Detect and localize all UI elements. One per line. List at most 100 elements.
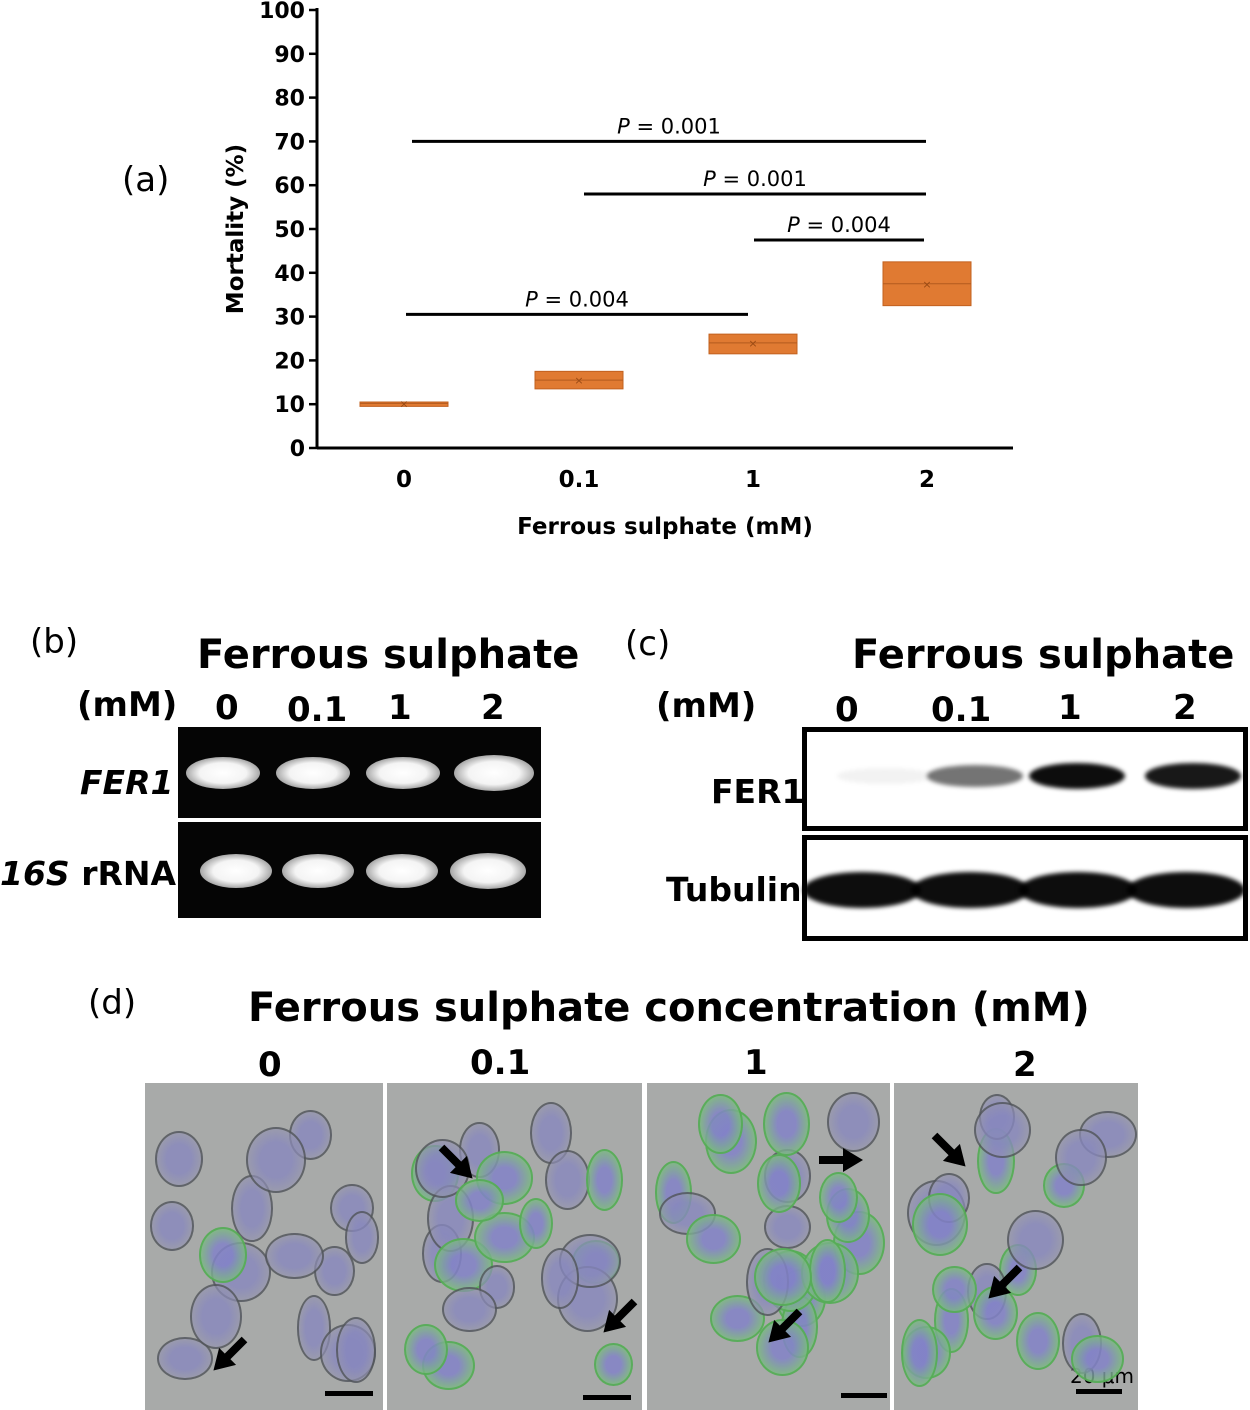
y-tick-label: 40 xyxy=(274,262,305,287)
p-value-label: P = 0.001 xyxy=(703,167,807,191)
panel-b-label: (b) xyxy=(30,622,79,662)
mean-marker: × xyxy=(748,337,757,350)
scale-bar xyxy=(841,1393,887,1398)
arrow-icon xyxy=(435,1144,479,1180)
y-tick-label: 20 xyxy=(274,349,305,374)
x-tick-label: 0.1 xyxy=(559,467,600,493)
cell xyxy=(1006,1209,1064,1270)
panel-d-title: Ferrous sulphate concentration (mM) xyxy=(248,985,1090,1031)
mean-marker: × xyxy=(574,374,583,387)
blot-row-label-fer1: FER1 xyxy=(711,772,805,811)
y-tick-label: 80 xyxy=(274,87,305,112)
gel-image-16s xyxy=(178,822,541,918)
western-blot-fer1 xyxy=(802,727,1248,831)
gel-band-fer1-1 xyxy=(276,757,350,789)
micro-label-2: 1 xyxy=(744,1043,768,1083)
box-1 xyxy=(708,333,798,355)
y-tick-label: 50 xyxy=(274,218,305,243)
p-value-label: P = 0.004 xyxy=(525,287,629,311)
x-tick-label: 2 xyxy=(919,467,935,493)
panel-c-title: Ferrous sulphate xyxy=(852,632,1235,678)
gel-band-fer1-3 xyxy=(454,755,534,791)
blot-band-fer1-1 xyxy=(927,765,1023,787)
arrow-icon xyxy=(982,1264,1026,1300)
p-value-label: P = 0.001 xyxy=(617,114,721,138)
cell xyxy=(698,1093,744,1155)
panel-b-lane-3: 2 xyxy=(481,688,505,728)
blot-band-tubulin-2 xyxy=(1019,872,1137,908)
panel-c-lane-0: 0 xyxy=(835,690,859,730)
panel-b-lane-1: 0.1 xyxy=(287,690,348,730)
cell xyxy=(686,1214,742,1264)
cell xyxy=(198,1226,248,1283)
cell xyxy=(344,1211,380,1265)
gel-band-16s-0 xyxy=(200,854,272,888)
cell xyxy=(442,1286,497,1333)
cell xyxy=(931,1265,977,1314)
cell xyxy=(231,1174,273,1242)
cell xyxy=(518,1197,553,1249)
cell xyxy=(757,1153,802,1213)
blot-band-tubulin-0 xyxy=(803,872,921,908)
y-tick-label: 70 xyxy=(274,130,305,155)
cell xyxy=(246,1127,307,1194)
blot-band-fer1-0 xyxy=(837,768,933,784)
arrow-icon xyxy=(762,1308,806,1344)
y-tick-label: 30 xyxy=(274,306,305,331)
mean-marker: × xyxy=(399,397,408,410)
cell xyxy=(912,1193,969,1256)
x-tick-label: 0 xyxy=(396,467,412,493)
cell xyxy=(454,1178,505,1222)
blot-band-fer1-3 xyxy=(1145,763,1241,789)
mean-marker: × xyxy=(922,278,931,291)
panel-c-lane-1: 0.1 xyxy=(931,690,992,730)
box-0 xyxy=(359,401,449,407)
micrograph-1mM xyxy=(647,1083,890,1410)
arrow-icon xyxy=(819,1148,863,1177)
cell xyxy=(265,1232,324,1280)
x-tick-label: 1 xyxy=(745,467,761,493)
cell xyxy=(544,1149,590,1210)
cell xyxy=(818,1171,858,1223)
cell xyxy=(1054,1128,1107,1187)
y-tick-label: 60 xyxy=(274,174,305,199)
blot-band-fer1-2 xyxy=(1029,763,1125,789)
cell xyxy=(1070,1335,1124,1383)
cell xyxy=(753,1248,812,1307)
cell xyxy=(1015,1311,1060,1371)
western-blot-tubulin xyxy=(802,835,1248,941)
gel-image-fer1 xyxy=(178,727,541,818)
cell xyxy=(155,1130,204,1187)
gel-band-16s-1 xyxy=(282,854,354,888)
cell xyxy=(900,1319,938,1387)
y-axis-label: Mortality (%) xyxy=(223,144,249,314)
y-tick-label: 100 xyxy=(259,0,305,24)
cell xyxy=(540,1248,580,1309)
panel-c-label: (c) xyxy=(625,624,671,664)
micro-label-0: 0 xyxy=(258,1045,282,1085)
panel-b-lane-0: 0 xyxy=(215,688,239,728)
scale-bar xyxy=(325,1391,373,1396)
mortality-chart: 0 10 20 30 40 50 60 70 80 90 100 Mortality (%) 0 0.1 1… xyxy=(223,0,1013,540)
gel-row-label-16s: 16S rRNA xyxy=(0,854,177,893)
gel-band-fer1-2 xyxy=(366,757,440,789)
scale-bar xyxy=(1076,1389,1122,1394)
x-axis-label: Ferrous sulphate (mM) xyxy=(517,514,813,540)
panel-b-title: Ferrous sulphate xyxy=(197,632,580,678)
arrow-icon xyxy=(928,1132,972,1168)
gel-band-16s-3 xyxy=(450,853,526,889)
y-tick-label: 0 xyxy=(290,437,305,462)
cell xyxy=(404,1323,448,1375)
p-value-label: P = 0.004 xyxy=(787,213,891,237)
blot-row-label-tubulin: Tubulin xyxy=(666,870,802,909)
arrow-icon xyxy=(207,1336,251,1372)
panel-a-label: (a) xyxy=(122,160,170,200)
cell xyxy=(974,1102,1032,1159)
cell xyxy=(190,1283,242,1349)
cell xyxy=(149,1201,195,1252)
cell xyxy=(658,1192,717,1236)
y-tick-label: 90 xyxy=(274,43,305,68)
cell xyxy=(336,1317,377,1384)
panel-c-lane-3: 2 xyxy=(1173,688,1197,728)
cell xyxy=(762,1091,810,1156)
